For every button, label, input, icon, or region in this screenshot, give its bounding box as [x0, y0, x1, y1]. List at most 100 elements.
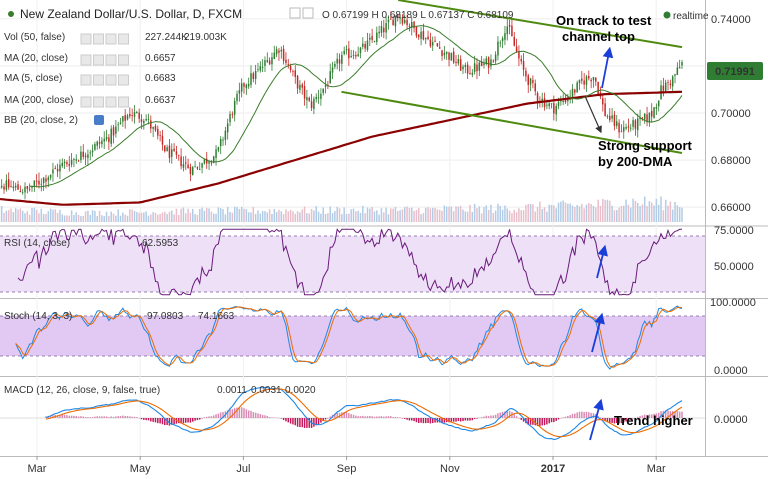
macd-value-1: 0.0011: [217, 385, 247, 396]
price-tick: 0.70000: [711, 108, 751, 120]
volume-bar: [3, 212, 5, 222]
volume-bar: [513, 209, 516, 222]
candle-body: [627, 126, 630, 128]
candle-body: [427, 36, 429, 40]
candle-body: [581, 78, 583, 81]
last-price-label: 0.71991: [715, 66, 755, 78]
settings-icons[interactable]: [289, 7, 314, 19]
volume-bar: [178, 215, 180, 222]
candle-body: [117, 124, 119, 126]
candle-body: [154, 125, 157, 131]
candle-body: [240, 83, 243, 92]
volume-bar: [562, 200, 564, 222]
candle-body: [357, 54, 359, 57]
candle-body: [124, 115, 126, 121]
candle-body: [19, 190, 22, 193]
volume-bar: [564, 202, 567, 222]
candle-body: [215, 149, 217, 158]
volume-bar: [329, 206, 331, 222]
volume-bar: [576, 205, 578, 222]
candle-body: [422, 31, 425, 40]
ma200-value: 0.6637: [145, 95, 176, 106]
volume-bar: [420, 214, 422, 222]
candle-body: [583, 80, 585, 85]
volume-bar: [63, 215, 66, 222]
rsi-tick-50: 50.0000: [714, 261, 754, 273]
volume-bar: [348, 213, 350, 222]
candle-body: [452, 51, 455, 63]
candle-body: [562, 100, 564, 103]
candle-body: [504, 33, 506, 40]
candle-body: [443, 52, 446, 56]
candle-body: [401, 18, 404, 24]
volume-bar: [674, 201, 676, 222]
volume-bar: [616, 209, 618, 222]
volume-bar: [448, 206, 450, 222]
volume-bar: [483, 207, 485, 222]
candle-body: [166, 147, 168, 152]
volume-bar: [124, 214, 126, 222]
candlesticks[interactable]: [0, 11, 683, 200]
volume-bar: [450, 206, 453, 222]
candle-body: [136, 111, 138, 113]
rsi-label: RSI (14, close): [4, 238, 70, 249]
volume-bar: [70, 210, 73, 222]
candle-body: [664, 82, 667, 92]
volume-bar: [175, 208, 178, 222]
volume-bar: [254, 213, 257, 222]
support-annotation-line1: Strong support: [598, 138, 693, 153]
candle-body: [103, 138, 105, 142]
volume-bar: [266, 212, 269, 222]
channel-lines[interactable]: [341, 0, 683, 155]
volume-bar: [287, 211, 290, 222]
candle-body: [87, 154, 89, 158]
ma20-value: 0.6657: [145, 53, 176, 64]
volume-bar: [487, 209, 490, 222]
volume-bar: [664, 199, 667, 222]
volume-bar: [285, 209, 287, 222]
volume-bar: [238, 208, 241, 222]
candle-body: [196, 167, 199, 169]
chart-title: New Zealand Dollar/U.S. Dollar, D, FXCM: [20, 7, 242, 21]
volume-bar: [415, 209, 418, 222]
candle-body: [431, 42, 434, 46]
volume-bar: [245, 209, 248, 222]
candle-body: [555, 105, 557, 115]
candle-body: [189, 166, 192, 175]
candle-body: [415, 26, 418, 36]
candle-body: [525, 70, 527, 77]
volume-bar: [385, 207, 387, 222]
volume-bar: [194, 214, 196, 222]
volume-bar: [68, 215, 71, 222]
candle-body: [185, 162, 187, 164]
volume-bar: [501, 209, 504, 222]
eye-icon[interactable]: [94, 115, 104, 125]
trend-annotation: Trend higher: [614, 413, 693, 428]
candle-body: [38, 180, 40, 185]
volume-bar: [553, 205, 555, 222]
volume-bar: [408, 208, 411, 222]
volume-bar: [471, 211, 474, 222]
volume-bar: [108, 216, 110, 222]
volume-bar: [590, 204, 592, 222]
up-arrow-stoch: [591, 312, 605, 353]
macd-tick-0: 0.0000: [714, 414, 748, 426]
candle-body: [464, 64, 467, 67]
candle-body: [457, 58, 460, 64]
candle-body: [91, 150, 94, 153]
macd-value-2: 0.0031: [251, 385, 282, 396]
volume-bar: [417, 207, 420, 222]
candle-body: [436, 43, 439, 47]
legend-button-icon: [93, 54, 104, 66]
candle-body: [266, 60, 269, 62]
volume-bar: [17, 209, 19, 222]
candle-body: [501, 38, 504, 42]
candle-body: [54, 168, 57, 170]
volume-bar: [19, 208, 22, 222]
candle-body: [115, 126, 117, 134]
legend-buttons[interactable]: [80, 33, 129, 108]
candle-body: [245, 84, 248, 89]
time-axis[interactable]: Mar May Jul Sep Nov 2017 Mar: [28, 456, 666, 475]
